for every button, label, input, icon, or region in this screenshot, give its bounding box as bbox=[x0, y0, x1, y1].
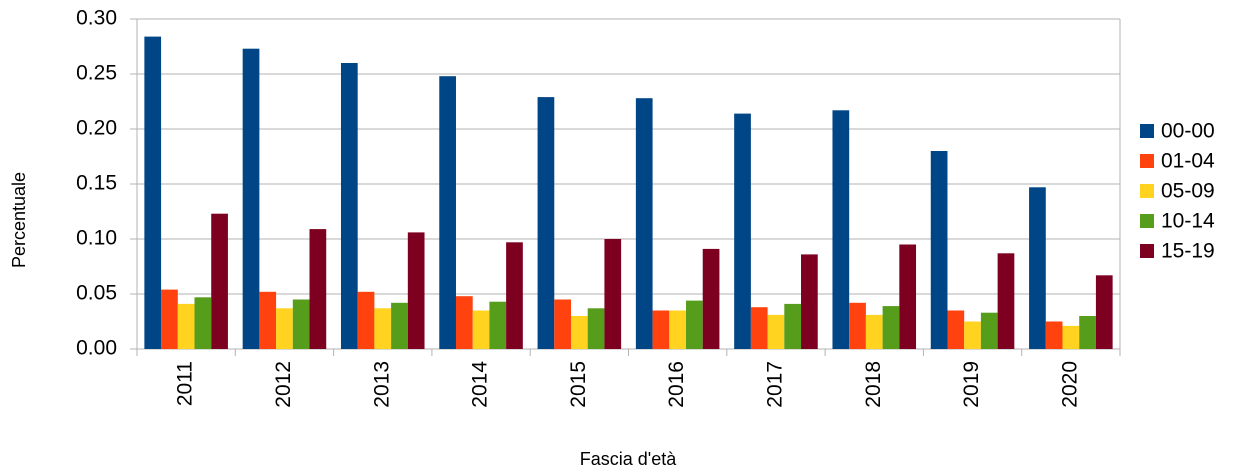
bar bbox=[161, 289, 178, 349]
bar bbox=[309, 229, 327, 349]
legend-label: 00-00 bbox=[1161, 120, 1215, 143]
bar bbox=[1062, 325, 1080, 349]
legend-swatch bbox=[1140, 154, 1154, 168]
bar bbox=[554, 299, 571, 349]
bar bbox=[832, 110, 850, 349]
bar bbox=[537, 97, 555, 349]
legend-swatch bbox=[1140, 124, 1154, 138]
legend-label: 15-19 bbox=[1161, 240, 1215, 263]
x-tick-label: 2013 bbox=[370, 361, 393, 408]
x-tick-label: 2012 bbox=[272, 361, 295, 408]
bar bbox=[407, 232, 425, 349]
legend-label: 10-14 bbox=[1161, 210, 1215, 233]
bar bbox=[652, 310, 670, 349]
bar bbox=[194, 297, 212, 349]
bar bbox=[177, 303, 195, 349]
bar bbox=[865, 314, 883, 349]
bar bbox=[276, 308, 293, 349]
bar bbox=[211, 213, 228, 349]
bar bbox=[635, 98, 653, 349]
y-tick-label: 0.20 bbox=[76, 117, 117, 140]
bar bbox=[292, 299, 310, 349]
bar bbox=[439, 76, 456, 349]
bar bbox=[587, 308, 605, 349]
bar bbox=[849, 302, 866, 349]
y-tick-label: 0.25 bbox=[76, 62, 117, 85]
bar bbox=[882, 306, 900, 349]
bar bbox=[604, 239, 622, 349]
x-axis-title: Fascia d'età bbox=[580, 449, 677, 469]
bar bbox=[455, 296, 473, 349]
bar bbox=[702, 248, 720, 349]
bar bbox=[570, 316, 588, 349]
bar bbox=[242, 48, 260, 349]
x-tick-label: 2019 bbox=[960, 361, 983, 408]
bar bbox=[784, 303, 802, 349]
bar bbox=[980, 312, 998, 349]
y-tick-label: 0.05 bbox=[76, 282, 117, 305]
x-tick-label: 2016 bbox=[665, 361, 688, 408]
bar bbox=[489, 301, 507, 349]
x-tick-label: 2020 bbox=[1058, 361, 1081, 408]
bar bbox=[669, 310, 687, 349]
y-tick-label: 0.15 bbox=[76, 172, 117, 195]
x-tick-label: 2014 bbox=[469, 361, 492, 408]
bar bbox=[947, 310, 965, 349]
bar bbox=[997, 253, 1015, 349]
bar bbox=[144, 36, 162, 349]
bar bbox=[801, 254, 818, 349]
bar bbox=[391, 302, 408, 349]
bar bbox=[734, 113, 751, 349]
x-tick-label: 2011 bbox=[174, 361, 197, 406]
bar bbox=[374, 308, 392, 349]
bar bbox=[767, 314, 785, 349]
legend-swatch bbox=[1140, 214, 1154, 228]
x-tick-label: 2017 bbox=[763, 361, 786, 408]
legend-swatch bbox=[1140, 244, 1154, 258]
bar bbox=[930, 151, 948, 349]
x-tick-label: 2015 bbox=[567, 361, 590, 408]
bar bbox=[686, 300, 703, 349]
x-tick-label: 2018 bbox=[862, 361, 885, 408]
legend-label: 01-04 bbox=[1161, 150, 1215, 173]
legend-label: 05-09 bbox=[1161, 180, 1215, 203]
bar bbox=[1029, 187, 1046, 349]
bar bbox=[1079, 316, 1096, 349]
bar bbox=[506, 242, 523, 349]
bar bbox=[899, 244, 917, 349]
bar bbox=[750, 307, 768, 349]
bar bbox=[340, 63, 358, 349]
bar bbox=[964, 321, 981, 349]
y-tick-label: 0.10 bbox=[76, 227, 117, 250]
bar bbox=[472, 310, 490, 349]
legend-swatch bbox=[1140, 184, 1154, 198]
y-tick-label: 0.00 bbox=[76, 337, 117, 360]
bar bbox=[1045, 321, 1063, 349]
bar bbox=[259, 291, 277, 349]
y-axis-title: Percentuale bbox=[9, 172, 29, 268]
bar bbox=[357, 291, 375, 349]
y-tick-label: 0.30 bbox=[76, 7, 117, 30]
bar bbox=[1095, 275, 1113, 349]
